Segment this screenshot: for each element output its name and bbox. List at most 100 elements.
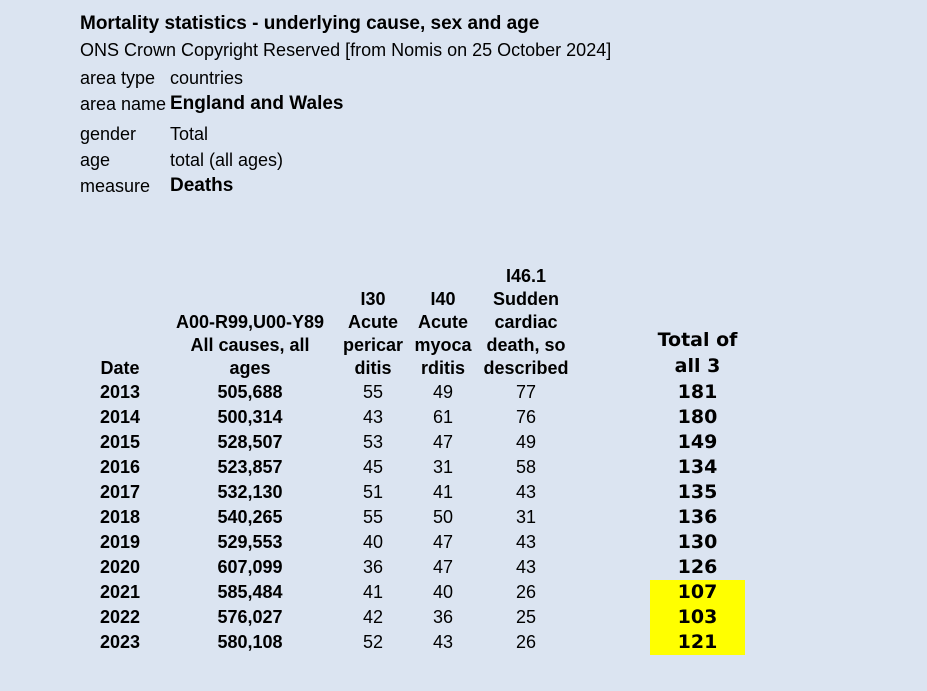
cell-i46-1[interactable]: 77 xyxy=(515,382,537,402)
table-row: 2015 528,507 53 47 49 149 xyxy=(80,430,745,455)
cell-i30[interactable]: 51 xyxy=(362,482,384,502)
table-row: 2014 500,314 43 61 76 180 xyxy=(80,405,745,430)
cell-i40[interactable]: 49 xyxy=(432,382,454,402)
cell-all-causes[interactable]: 529,553 xyxy=(217,532,283,552)
cell-i30[interactable]: 55 xyxy=(362,507,384,527)
cell-date[interactable]: 2019 xyxy=(99,532,141,552)
cell-all-causes[interactable]: 585,484 xyxy=(217,582,283,602)
cell-i40[interactable]: 31 xyxy=(432,457,454,477)
cell-total[interactable]: 103 xyxy=(650,605,745,630)
cell-date[interactable]: 2013 xyxy=(99,382,141,402)
cell-total[interactable]: 107 xyxy=(650,580,745,605)
cell-i40[interactable]: 47 xyxy=(432,432,454,452)
cell-all-causes[interactable]: 540,265 xyxy=(217,507,283,527)
cell-i30[interactable]: 41 xyxy=(362,582,384,602)
cell-i40[interactable]: 61 xyxy=(432,407,454,427)
cell-total[interactable]: 181 xyxy=(677,381,718,403)
cell-i30[interactable]: 55 xyxy=(362,382,384,402)
table-row: 2020 607,099 36 47 43 126 xyxy=(80,555,745,580)
cell-i30[interactable]: 52 xyxy=(362,632,384,652)
cell-i30[interactable]: 53 xyxy=(362,432,384,452)
cell-i40[interactable]: 47 xyxy=(432,532,454,552)
cell-all-causes[interactable]: 607,099 xyxy=(217,557,283,577)
cell-i46-1[interactable]: 49 xyxy=(515,432,537,452)
page-title: Mortality statistics - underlying cause,… xyxy=(80,13,540,34)
cell-date[interactable]: 2017 xyxy=(99,482,141,502)
cell-i30[interactable]: 42 xyxy=(362,607,384,627)
table-row: 2023 580,108 52 43 26 121 xyxy=(80,630,745,655)
cell-i46-1[interactable]: 26 xyxy=(515,632,537,652)
measure-value: Deaths xyxy=(170,175,234,196)
metadata-block: area type countries area name England an… xyxy=(80,65,611,199)
table-header-row: Date A00-R99,U00-Y89 All causes, all age… xyxy=(80,250,745,380)
cell-i40[interactable]: 47 xyxy=(432,557,454,577)
cell-i46-1[interactable]: 43 xyxy=(515,557,537,577)
mortality-table: Date A00-R99,U00-Y89 All causes, all age… xyxy=(80,250,745,655)
cell-date[interactable]: 2022 xyxy=(99,607,141,627)
cell-date[interactable]: 2016 xyxy=(99,457,141,477)
cell-i30[interactable]: 36 xyxy=(362,557,384,577)
cell-all-causes[interactable]: 528,507 xyxy=(217,432,283,452)
cell-total[interactable]: 130 xyxy=(677,531,718,553)
cell-total[interactable]: 121 xyxy=(650,630,745,655)
col-header-i40-acute-myocarditis[interactable]: I40 Acute myoca rditis xyxy=(414,289,472,378)
table-row: 2013 505,688 55 49 77 181 xyxy=(80,380,745,405)
cell-total[interactable]: 135 xyxy=(677,481,718,503)
cell-i46-1[interactable]: 43 xyxy=(515,532,537,552)
age-label: age xyxy=(80,150,111,170)
cell-i40[interactable]: 41 xyxy=(432,482,454,502)
cell-spacer xyxy=(572,505,650,530)
cell-i30[interactable]: 40 xyxy=(362,532,384,552)
cell-spacer xyxy=(572,555,650,580)
cell-date[interactable]: 2020 xyxy=(99,557,141,577)
cell-i40[interactable]: 50 xyxy=(432,507,454,527)
cell-total[interactable]: 149 xyxy=(677,431,718,453)
cell-date[interactable]: 2021 xyxy=(99,582,141,602)
table-row: 2022 576,027 42 36 25 103 xyxy=(80,605,745,630)
cell-all-causes[interactable]: 500,314 xyxy=(217,407,283,427)
cell-date[interactable]: 2014 xyxy=(99,407,141,427)
cell-all-causes[interactable]: 580,108 xyxy=(217,632,283,652)
cell-all-causes[interactable]: 532,130 xyxy=(217,482,283,502)
cell-spacer xyxy=(572,480,650,505)
cell-i40[interactable]: 36 xyxy=(432,607,454,627)
cell-spacer xyxy=(572,605,650,630)
cell-i40[interactable]: 40 xyxy=(432,582,454,602)
header-block: Mortality statistics - underlying cause,… xyxy=(80,10,611,199)
cell-all-causes[interactable]: 576,027 xyxy=(217,607,283,627)
cell-i30[interactable]: 45 xyxy=(362,457,384,477)
col-header-total-of-all-3[interactable]: Total of all 3 xyxy=(657,329,738,377)
table-row: 2019 529,553 40 47 43 130 xyxy=(80,530,745,555)
cell-total[interactable]: 136 xyxy=(677,506,718,528)
cell-i46-1[interactable]: 58 xyxy=(515,457,537,477)
cell-i46-1[interactable]: 43 xyxy=(515,482,537,502)
col-header-spacer xyxy=(572,250,650,380)
cell-i30[interactable]: 43 xyxy=(362,407,384,427)
age-value: total (all ages) xyxy=(170,150,284,170)
meta-row-area-name: area name England and Wales xyxy=(80,91,611,117)
col-header-all-causes[interactable]: A00-R99,U00-Y89 All causes, all ages xyxy=(175,312,325,378)
cell-total[interactable]: 180 xyxy=(677,406,718,428)
cell-i46-1[interactable]: 26 xyxy=(515,582,537,602)
measure-label: measure xyxy=(80,176,151,196)
cell-total[interactable]: 134 xyxy=(677,456,718,478)
cell-total[interactable]: 126 xyxy=(677,556,718,578)
cell-date[interactable]: 2018 xyxy=(99,507,141,527)
meta-row-measure: measure Deaths xyxy=(80,173,611,199)
col-header-date[interactable]: Date xyxy=(100,358,140,378)
cell-spacer xyxy=(572,430,650,455)
cell-all-causes[interactable]: 505,688 xyxy=(217,382,283,402)
cell-date[interactable]: 2015 xyxy=(99,432,141,452)
area-type-value: countries xyxy=(170,68,244,88)
gender-value: Total xyxy=(170,124,209,144)
cell-all-causes[interactable]: 523,857 xyxy=(217,457,283,477)
table-row: 2021 585,484 41 40 26 107 xyxy=(80,580,745,605)
cell-i46-1[interactable]: 31 xyxy=(515,507,537,527)
cell-date[interactable]: 2023 xyxy=(99,632,141,652)
col-header-i46-1-sudden-cardiac-death[interactable]: I46.1 Sudden cardiac death, so described xyxy=(483,266,569,378)
cell-i46-1[interactable]: 76 xyxy=(515,407,537,427)
col-header-i30-acute-pericarditis[interactable]: I30 Acute pericar ditis xyxy=(342,289,404,378)
copyright-line: ONS Crown Copyright Reserved [from Nomis… xyxy=(80,40,612,60)
cell-i40[interactable]: 43 xyxy=(432,632,454,652)
cell-i46-1[interactable]: 25 xyxy=(515,607,537,627)
